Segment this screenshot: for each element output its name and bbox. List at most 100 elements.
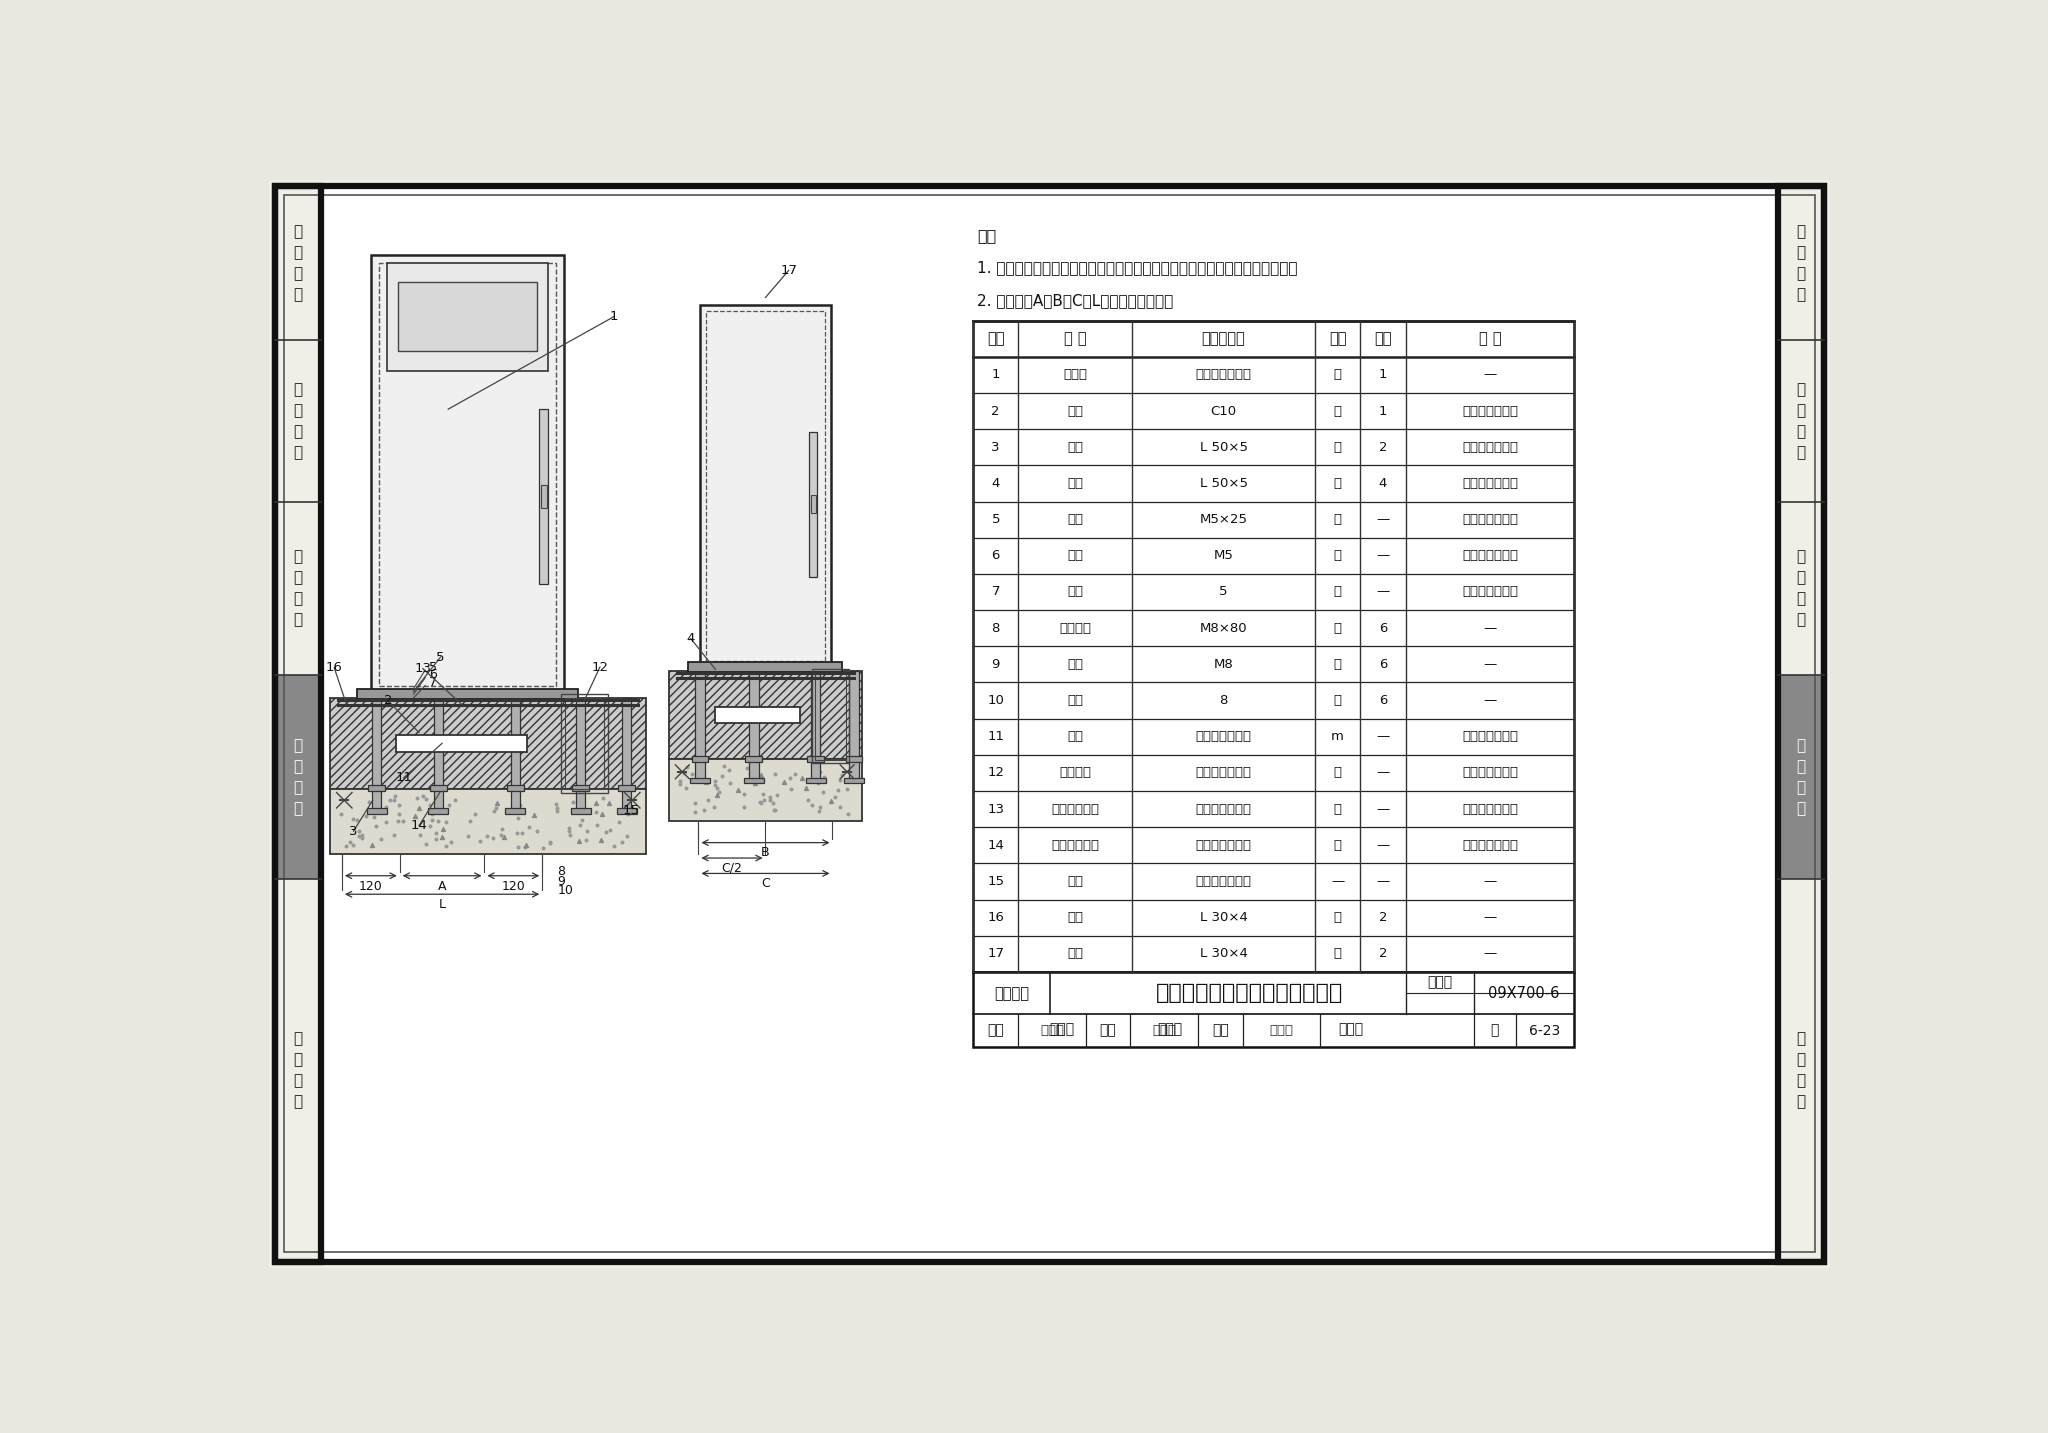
Point (670, 755, 702, 778)
Point (565, 808, 598, 831)
Point (678, 801, 711, 824)
Text: 个: 个 (1333, 622, 1341, 635)
Point (700, 777, 733, 800)
Text: C/2: C/2 (721, 861, 743, 874)
Point (502, 807, 535, 830)
Text: 机
房
工
程: 机 房 工 程 (293, 224, 303, 302)
Point (688, 798, 721, 821)
Bar (274, 675, 322, 878)
Point (414, 815, 446, 838)
Point (375, 790, 408, 813)
Text: 膨胀螺栓: 膨胀螺栓 (1059, 622, 1092, 635)
Point (791, 777, 823, 800)
Text: 个: 个 (1333, 694, 1341, 706)
Text: 120: 120 (358, 880, 383, 893)
Text: 设备箱（柜）在架空地板上安装: 设备箱（柜）在架空地板上安装 (1155, 983, 1343, 1003)
Point (360, 814, 393, 837)
Bar (973, 972, 1575, 1046)
Point (350, 804, 383, 827)
Point (588, 787, 621, 810)
Point (426, 825, 459, 848)
Point (748, 788, 780, 811)
Text: 根: 根 (1333, 911, 1341, 924)
Bar (807, 757, 823, 762)
Point (481, 791, 514, 814)
Point (502, 821, 535, 844)
Text: 宋江山: 宋江山 (1157, 1022, 1182, 1036)
Point (430, 834, 463, 857)
Bar (715, 708, 801, 722)
Point (485, 817, 518, 840)
Text: L: L (438, 898, 446, 911)
Bar (811, 671, 819, 781)
Bar (330, 788, 645, 854)
Point (553, 820, 586, 843)
Bar (274, 186, 322, 1261)
Text: 11: 11 (395, 771, 412, 784)
Point (760, 784, 793, 807)
Point (702, 781, 735, 804)
Text: 1: 1 (1378, 404, 1386, 417)
Bar (805, 778, 825, 784)
Text: 缆
线
敟
设: 缆 线 敟 设 (1796, 549, 1806, 628)
Text: —: — (1483, 694, 1497, 706)
Bar (373, 698, 381, 813)
Point (403, 824, 436, 847)
Text: 个: 个 (1333, 513, 1341, 526)
Point (365, 801, 397, 824)
Point (797, 794, 829, 817)
Text: 7: 7 (991, 586, 999, 599)
Point (745, 764, 778, 787)
Text: 根: 根 (1333, 441, 1341, 454)
Point (502, 835, 535, 858)
Point (479, 797, 512, 820)
Point (823, 768, 856, 791)
Point (408, 784, 440, 807)
Point (520, 820, 553, 843)
Text: 1. 落地式设备柜的槽锂底座固定在与架空地板处于同一水平面的角锂支架上。: 1. 落地式设备柜的槽锂底座固定在与架空地板处于同一水平面的角锂支架上。 (977, 261, 1298, 275)
Point (774, 778, 807, 801)
Text: 个: 个 (1333, 838, 1341, 851)
Text: 个: 个 (1333, 586, 1341, 599)
Bar (846, 757, 862, 762)
Text: 16: 16 (987, 911, 1004, 924)
Text: 由工程设计确定: 由工程设计确定 (1196, 368, 1251, 381)
Point (541, 800, 573, 823)
Point (754, 788, 786, 811)
Text: 台: 台 (1333, 368, 1341, 381)
Point (700, 784, 733, 807)
Point (743, 791, 776, 814)
Bar (565, 698, 604, 788)
Text: —: — (1376, 549, 1391, 562)
Text: 单位: 单位 (1329, 331, 1346, 347)
Point (664, 772, 696, 795)
Point (414, 792, 446, 815)
Text: 120: 120 (502, 880, 524, 893)
Point (805, 795, 838, 818)
Point (784, 767, 817, 790)
Bar (506, 785, 524, 791)
Point (834, 768, 866, 791)
Point (727, 782, 760, 805)
Text: 见土建专业图纸: 见土建专业图纸 (1196, 876, 1251, 888)
Bar (356, 689, 578, 699)
Text: 2: 2 (1378, 947, 1386, 960)
Point (557, 790, 590, 813)
Point (758, 762, 791, 785)
Point (379, 785, 412, 808)
Text: 15: 15 (623, 804, 639, 817)
Bar (700, 305, 831, 668)
Point (381, 810, 414, 833)
Point (586, 802, 618, 825)
Text: 2. 图中尺寸A、B、C、L见设备产品样本。: 2. 图中尺寸A、B、C、L见设备产品样本。 (977, 294, 1174, 308)
Text: 6: 6 (991, 549, 999, 562)
Point (342, 824, 375, 847)
Point (678, 768, 711, 791)
Point (803, 800, 836, 823)
Text: 15: 15 (987, 876, 1004, 888)
Point (610, 824, 643, 847)
Bar (430, 785, 446, 791)
Text: 12: 12 (592, 661, 608, 674)
Text: 8: 8 (991, 622, 999, 635)
Text: 3: 3 (991, 441, 999, 454)
